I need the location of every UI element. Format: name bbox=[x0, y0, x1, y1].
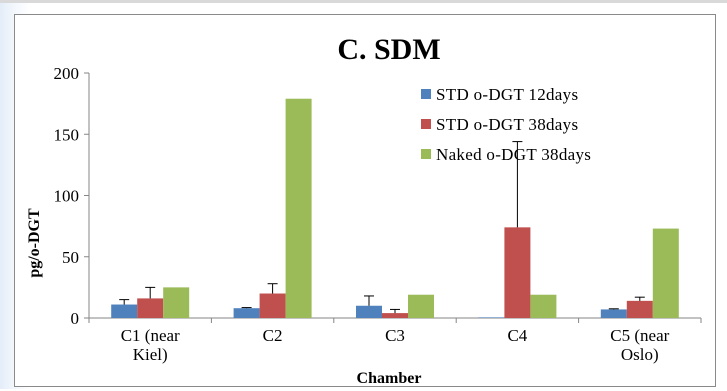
x-tick-label: C5 (near bbox=[610, 326, 669, 345]
x-tick-label: Kiel) bbox=[133, 345, 168, 364]
legend-label: STD o-DGT 12days bbox=[436, 85, 578, 104]
bar bbox=[504, 227, 531, 318]
x-tick-label: C2 bbox=[263, 326, 283, 345]
bar bbox=[163, 287, 190, 318]
bar bbox=[478, 317, 505, 318]
x-tick-label: C1 (near bbox=[121, 326, 180, 345]
legend-label: Naked o-DGT 38days bbox=[436, 145, 591, 164]
bar bbox=[233, 308, 260, 318]
x-tick-label: C4 bbox=[507, 326, 527, 345]
x-tick-label: C3 bbox=[385, 326, 405, 345]
y-axis-label: pg/o-DGT bbox=[26, 208, 43, 278]
bar bbox=[137, 298, 164, 318]
y-tick-label: 150 bbox=[54, 125, 80, 144]
bar bbox=[408, 294, 434, 318]
y-tick-label: 50 bbox=[62, 248, 79, 267]
y-tick-label: 200 bbox=[54, 64, 80, 83]
bar bbox=[530, 294, 557, 318]
bar bbox=[382, 313, 408, 318]
legend-swatch bbox=[421, 119, 431, 129]
y-tick-label: 100 bbox=[54, 187, 80, 206]
chart-svg: C. SDM pg/o-DGT Chamber 0 50 100 150 200 C1 (… bbox=[26, 33, 702, 387]
legend-label: STD o-DGT 38days bbox=[436, 115, 578, 134]
top-border bbox=[0, 0, 727, 3]
legend-swatch bbox=[421, 149, 431, 159]
legend-swatch bbox=[421, 89, 431, 99]
bar bbox=[356, 305, 382, 318]
chart-title: C. SDM bbox=[337, 33, 440, 66]
bar bbox=[626, 300, 653, 318]
x-tick-label: Oslo) bbox=[621, 345, 659, 364]
x-axis-label: Chamber bbox=[357, 370, 422, 386]
bar bbox=[652, 228, 679, 318]
bar bbox=[285, 98, 312, 318]
bar bbox=[600, 309, 627, 318]
bar bbox=[111, 304, 138, 318]
chart-frame: C. SDM pg/o-DGT Chamber 0 50 100 150 200 C1 (… bbox=[14, 14, 716, 387]
y-tick-label: 0 bbox=[71, 309, 80, 328]
bar bbox=[259, 293, 286, 318]
